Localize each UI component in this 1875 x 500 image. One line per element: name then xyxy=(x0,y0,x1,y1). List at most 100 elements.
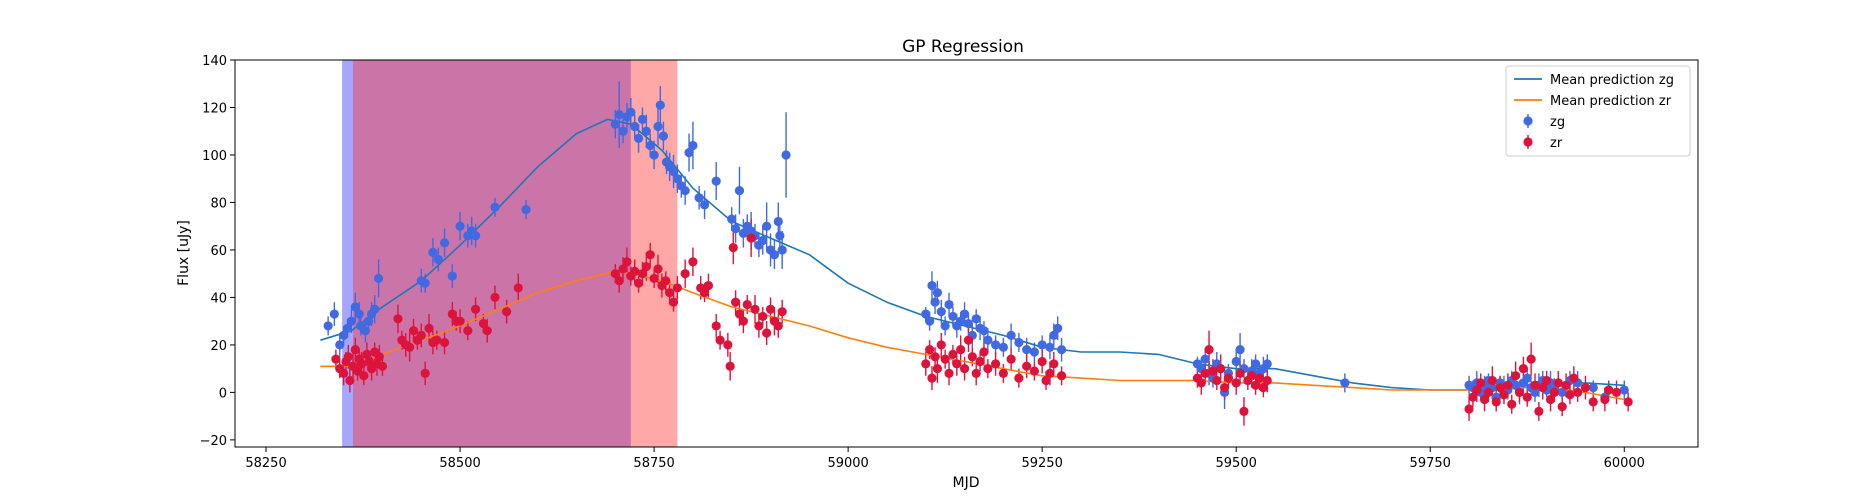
zg-point xyxy=(1053,323,1063,333)
zr-point xyxy=(765,304,776,314)
zr-point xyxy=(1258,383,1268,393)
zg-point xyxy=(1045,342,1055,352)
zg-point xyxy=(1251,359,1261,369)
y-tick-label: 100 xyxy=(202,149,227,164)
legend-marker-swatch xyxy=(1523,137,1533,147)
zr-point xyxy=(645,250,655,260)
zg-point xyxy=(711,176,721,186)
zg-point xyxy=(925,316,935,326)
zr-point xyxy=(1041,375,1051,386)
zr-point xyxy=(1022,361,1032,371)
zg-point xyxy=(521,204,531,215)
zr-point xyxy=(350,345,360,355)
zr-point xyxy=(1472,385,1482,395)
zr-point xyxy=(637,269,648,279)
zr-point xyxy=(416,330,426,341)
zr-point xyxy=(1499,390,1509,400)
chart-title: GP Regression xyxy=(902,37,1024,57)
zr-point xyxy=(1565,390,1575,400)
zg-point xyxy=(350,302,360,312)
zr-point xyxy=(618,264,628,274)
y-tick-label: 140 xyxy=(202,54,227,69)
zg-point xyxy=(1530,387,1540,397)
zg-point xyxy=(1200,354,1210,364)
zr-point xyxy=(424,323,434,333)
zr-point xyxy=(1045,368,1055,378)
zr-point xyxy=(331,354,341,364)
zg-point xyxy=(653,121,663,132)
zg-point xyxy=(932,288,942,298)
zr-point xyxy=(1204,345,1214,355)
zg-point xyxy=(699,200,710,210)
zr-point xyxy=(979,347,989,357)
zg-point xyxy=(490,202,500,212)
zg-point xyxy=(738,228,748,238)
zg-point xyxy=(633,133,644,143)
zr-point xyxy=(1208,366,1218,376)
zr-point xyxy=(653,264,663,274)
zr-point xyxy=(1557,402,1567,412)
zg-point xyxy=(428,247,438,257)
zg-point xyxy=(1262,359,1272,369)
zr-point xyxy=(1507,399,1517,409)
zr-point xyxy=(455,316,465,326)
x-tick-label: 60000 xyxy=(1604,456,1645,471)
zr-point xyxy=(377,361,388,371)
zr-point xyxy=(1561,380,1571,390)
zr-point xyxy=(742,299,752,310)
zr-point xyxy=(622,257,632,267)
zr-point xyxy=(1580,383,1591,393)
zg-point xyxy=(1235,345,1245,355)
zr-point xyxy=(364,356,374,367)
zr-point xyxy=(944,368,954,378)
legend-label: Mean prediction zr xyxy=(1550,94,1672,109)
zg-point xyxy=(342,323,353,333)
zg-point xyxy=(684,147,694,158)
zg-point xyxy=(363,316,374,326)
zr-point xyxy=(758,311,768,322)
plot-area xyxy=(320,60,1633,447)
zg-point xyxy=(455,221,465,231)
zr-point xyxy=(956,345,966,355)
zg-point xyxy=(1037,340,1047,350)
x-tick-label: 59000 xyxy=(827,456,868,471)
zr-point xyxy=(921,359,931,369)
zr-point xyxy=(959,364,970,374)
zg-point xyxy=(694,193,704,203)
zr-point xyxy=(725,361,735,371)
zr-point xyxy=(731,297,741,307)
zr-point xyxy=(408,326,419,336)
zr-point xyxy=(1464,404,1474,414)
zg-point xyxy=(335,340,345,350)
zr-point xyxy=(1549,387,1560,397)
zr-point xyxy=(1491,397,1501,407)
legend-marker-swatch xyxy=(1523,116,1533,126)
zr-point xyxy=(1522,392,1532,402)
zr-point xyxy=(754,321,764,331)
zg-point xyxy=(641,126,651,136)
zr-point xyxy=(1479,394,1490,405)
zr-point xyxy=(405,342,415,352)
zr-point xyxy=(1483,387,1494,397)
zr-point xyxy=(1553,378,1563,388)
zg-point xyxy=(998,342,1008,352)
zg-point xyxy=(979,326,989,336)
zr-point xyxy=(1029,366,1040,376)
zr-point xyxy=(773,321,783,331)
y-tick-label: 20 xyxy=(210,339,227,354)
zr-point xyxy=(1600,394,1610,405)
zg-point xyxy=(758,235,768,246)
zr-point xyxy=(1611,387,1622,397)
zg-point xyxy=(439,238,450,248)
y-tick-label: 120 xyxy=(202,101,227,116)
zr-point xyxy=(1538,383,1548,393)
zr-point xyxy=(715,335,725,345)
zg-point xyxy=(373,273,384,284)
zr-point xyxy=(723,340,733,350)
zr-point xyxy=(1212,375,1222,386)
zr-point xyxy=(936,340,946,350)
zg-point xyxy=(1340,378,1350,388)
zg-point xyxy=(433,254,443,265)
zg-point xyxy=(610,119,620,129)
y-tick-label: −20 xyxy=(200,434,227,449)
